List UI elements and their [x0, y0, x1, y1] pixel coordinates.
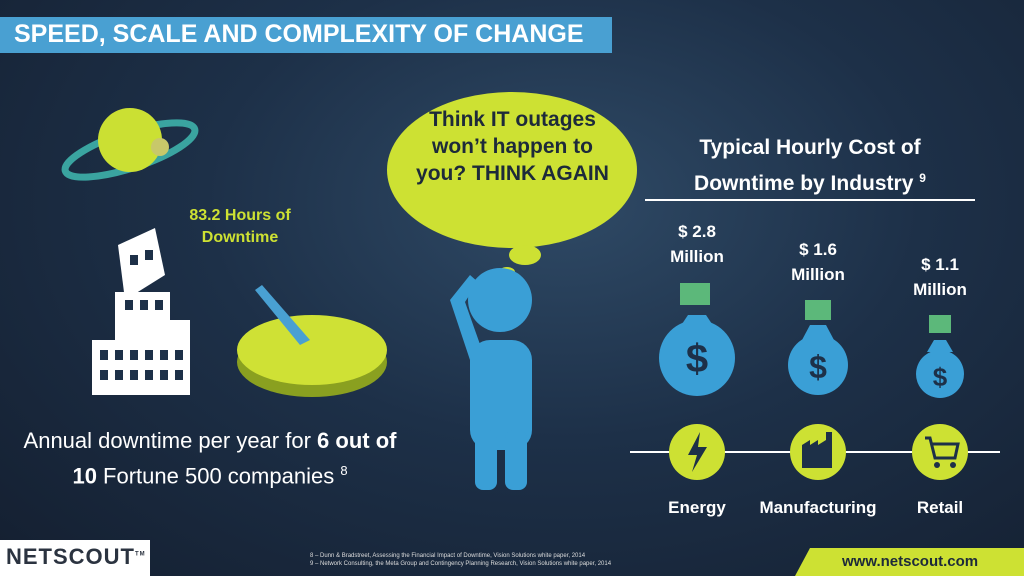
cost-unit: Million	[670, 247, 724, 266]
cost-value: $ 1.6	[799, 240, 837, 259]
money-bag: $	[659, 283, 735, 396]
title: SPEED, SCALE AND COMPLEXITY OF CHANGE	[14, 20, 584, 48]
thought-bubble	[387, 92, 637, 248]
money-bag: $	[788, 300, 848, 395]
logo-text: NETSCOUT	[6, 544, 135, 569]
svg-text:$: $	[809, 349, 827, 385]
cost-title-text: Typical Hourly Cost of Downtime by Indus…	[694, 136, 921, 195]
bubble-dot	[509, 245, 541, 265]
building-windows	[100, 250, 183, 380]
cart-wheel	[934, 462, 940, 468]
retail-icon	[912, 424, 968, 480]
logo-bar	[0, 540, 150, 576]
bolt	[688, 432, 707, 472]
bubble-text: Think IT outages won’t happen to you? TH…	[416, 108, 609, 185]
industry-name: Manufacturing	[759, 498, 877, 517]
sundial-face	[237, 315, 387, 385]
cost-unit: Million	[913, 280, 967, 299]
title-banner	[0, 17, 612, 53]
url-bar	[795, 548, 1024, 576]
factory	[802, 432, 832, 468]
footnotes: 8 – Dunn & Bradstreet, Assessing the Fin…	[310, 552, 611, 568]
footnote-ref: 9	[919, 171, 926, 185]
moon	[151, 138, 169, 156]
cost-unit: Million	[791, 265, 845, 284]
cost-value: $ 2.8	[678, 222, 716, 241]
footnote: 9 – Network Consulting, the Meta Group a…	[310, 561, 612, 567]
person	[450, 268, 532, 490]
building	[92, 228, 190, 395]
logo: NETSCOUTTM	[6, 544, 146, 570]
downtime-hours: 83.2 Hours of Downtime	[189, 207, 291, 246]
svg-text:$: $	[686, 337, 708, 381]
footnote: 8 – Dunn & Bradstreet, Assessing the Fin…	[310, 553, 586, 559]
planet	[98, 108, 162, 172]
cart-wheel	[950, 462, 956, 468]
footnote-ref: 8	[340, 463, 348, 478]
cart	[925, 436, 960, 460]
caption-text: Annual downtime per year for	[23, 428, 318, 453]
cost-title: Typical Hourly Cost of Downtime by Indus…	[660, 133, 960, 199]
url[interactable]: www.netscout.com	[842, 553, 979, 570]
downtime-caption: Annual downtime per year for 6 out of 10…	[20, 426, 400, 491]
industry-name: Retail	[916, 498, 964, 517]
industry-name: Energy	[668, 498, 726, 517]
caption-text: Fortune 500 companies	[96, 463, 341, 489]
caption-bold: 6 out of 10	[72, 428, 397, 489]
sundial-gnomon	[255, 285, 310, 345]
trademark: TM	[135, 551, 146, 558]
cost-value: $ 1.1	[921, 255, 959, 274]
svg-text:$: $	[933, 362, 948, 392]
money-bag: $	[916, 315, 964, 398]
